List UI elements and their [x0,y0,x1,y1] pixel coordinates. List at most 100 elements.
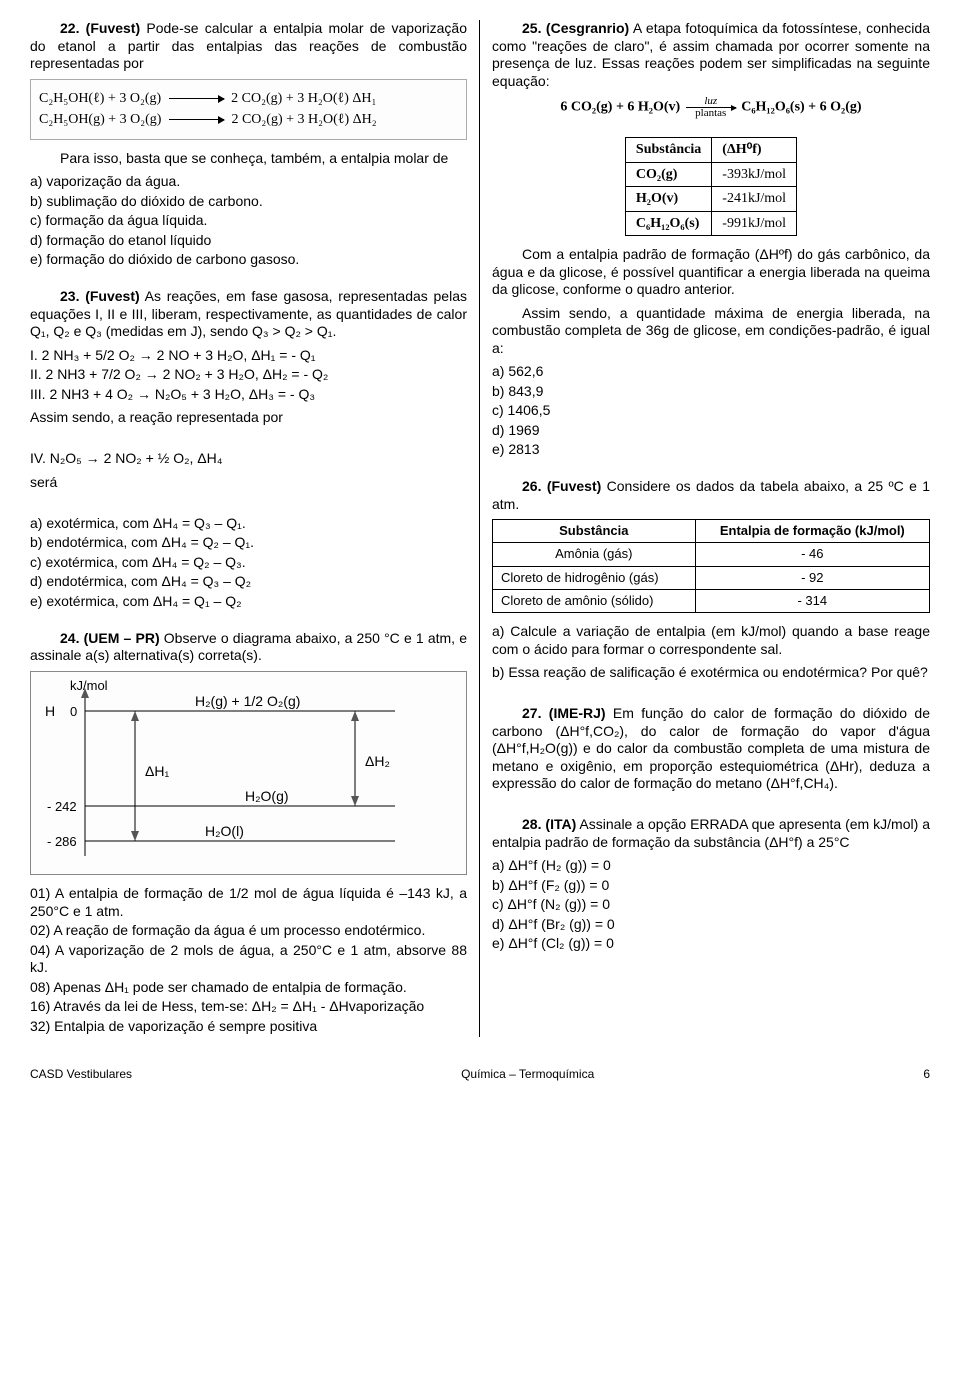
q25-equation: 6 CO₂(g) + 6 H₂O(v) luz plantas C₆H₁₂O₆(… [492,96,930,119]
q28-prompt: 28. (ITA) Assinale a opção ERRADA que ap… [492,816,930,851]
q25-r3c2: -991kJ/mol [712,211,797,236]
q23-r4: IV. N₂O₅ → 2 NO₂ + ½ O₂, ΔH₄ [30,450,467,468]
q24-o8: 08) Apenas ΔH₁ pode ser chamado de ental… [30,979,467,997]
q22-eq1-right: 2 CO₂(g) + 3 H₂O(ℓ) ΔH₁ [231,91,376,106]
q26-th1: Substância [493,520,696,543]
left-column: 22. (Fuvest) Pode-se calcular a entalpia… [30,20,480,1037]
q26-th2: Entalpia de formação (kJ/mol) [695,520,929,543]
q26-r1c1: Amônia (gás) [493,543,696,566]
q26-b: b) Essa reação de salificação é exotérmi… [492,664,930,682]
q26-a: a) Calcule a variação de entalpia (em kJ… [492,623,930,658]
q24-o32: 32) Entalpia de vaporização é sempre pos… [30,1018,467,1036]
q23-b: b) endotérmica, com ΔH₄ = Q₂ – Q₁. [30,534,467,552]
q23-options: a) exotérmica, com ΔH₄ = Q₃ – Q₁. b) end… [30,515,467,611]
q25-eq-left: 6 CO₂(g) + 6 H₂O(v) [560,100,680,115]
two-column-layout: 22. (Fuvest) Pode-se calcular a entalpia… [30,20,930,1037]
q25-options: a) 562,6 b) 843,9 c) 1406,5 d) 1969 e) 2… [492,363,930,459]
footer-right: 6 [923,1067,930,1082]
top-species: H₂(g) + 1/2 O₂(g) [195,693,300,709]
q26-r1c2: - 46 [695,543,929,566]
footer-left: CASD Vestibulares [30,1067,132,1082]
q22-prompt: 22. (Fuvest) Pode-se calcular a entalpia… [30,20,467,73]
q28-e: e) ΔH°f (Cl₂ (g)) = 0 [492,935,930,953]
q25-prompt: 25. (Cesgranrio) A etapa fotoquímica da … [492,20,930,90]
q25-r2c1: H₂O(v) [625,187,711,212]
arrow-icon [169,98,224,99]
q24-o16: 16) Através da lei de Hess, tem-se: ΔH₂ … [30,998,467,1016]
q26-r2c1: Cloreto de hidrogênio (gás) [493,566,696,589]
mid-species: H₂O(g) [245,788,289,804]
q28-a: a) ΔH°f (H₂ (g)) = 0 [492,857,930,875]
labeled-arrow-icon: luz plantas [686,96,736,119]
q25-a: a) 562,6 [492,363,930,381]
q23-c: c) exotérmica, com ΔH₄ = Q₂ – Q₃. [30,554,467,572]
q25-th1: Substância [625,138,711,163]
q26-r3c1: Cloreto de amônio (sólido) [493,589,696,612]
q28-options: a) ΔH°f (H₂ (g)) = 0 b) ΔH°f (F₂ (g)) = … [492,857,930,953]
q25-c: c) 1406,5 [492,402,930,420]
q25-th2: (ΔH⁰f) [712,138,797,163]
dH2: ΔH₂ [365,753,390,769]
bot-val: - 286 [47,834,77,849]
q23-reactions: I. 2 NH₃ + 5/2 O₂ → 2 NO + 3 H₂O, ΔH₁ = … [30,347,467,404]
q24-o4: 04) A vaporização de 2 mols de água, a 2… [30,942,467,977]
bot-species: H₂O(l) [205,823,244,839]
q23-r2: II. 2 NH3 + 7/2 O₂ → 2 NO₂ + 3 H₂O, ΔH₂ … [30,366,467,384]
q22-equations: C₂H₅OH(ℓ) + 3 O₂(g) 2 CO₂(g) + 3 H₂O(ℓ) … [30,79,467,140]
q25-r1c1: CO₂(g) [625,162,711,187]
q22-eq2-left: C₂H₅OH(g) + 3 O₂(g) [39,112,161,127]
q25-d: d) 1969 [492,422,930,440]
mid-val: - 242 [47,799,77,814]
q26-prompt: 26. (Fuvest) Considere os dados da tabel… [492,478,930,513]
q27-prompt: 27. (IME-RJ) Em função do calor de forma… [492,705,930,793]
dH1: ΔH₁ [145,763,169,779]
q22-c: c) formação da água líquida. [30,212,467,230]
q26-table: Substância Entalpia de formação (kJ/mol)… [492,519,930,613]
q24-o2: 02) A reação de formação da água é um pr… [30,922,467,940]
q28-b: b) ΔH°f (F₂ (g)) = 0 [492,877,930,895]
q25-table: Substância (ΔH⁰f) CO₂(g)-393kJ/mol H₂O(v… [625,137,797,236]
q23-d: d) endotérmica, com ΔH₄ = Q₃ – Q₂ [30,573,467,591]
page-footer: CASD Vestibulares Química – Termoquímica… [30,1067,930,1082]
q23-sera: será [30,474,467,492]
q22-options: a) vaporização da água. b) sublimação do… [30,173,467,269]
arrow-top: luz [704,96,717,107]
q22-mid: Para isso, basta que se conheça, também,… [30,150,467,168]
level0: 0 [70,704,77,719]
q23-a: a) exotérmica, com ΔH₄ = Q₃ – Q₁. [30,515,467,533]
q28-d: d) ΔH°f (Br₂ (g)) = 0 [492,916,930,934]
q23-e: e) exotérmica, com ΔH₄ = Q₁ – Q₂ [30,593,467,611]
q22-a: a) vaporização da água. [30,173,467,191]
q25-p2b: Assim sendo, a quantidade máxima de ener… [492,305,930,358]
q22-e: e) formação do dióxido de carbono gasoso… [30,251,467,269]
q24-diagram: kJ/mol H 0 H₂(g) + 1/2 O₂(g) ΔH₁ ΔH₂ - 2… [30,671,467,876]
q23-r1: I. 2 NH₃ + 5/2 O₂ → 2 NO + 3 H₂O, ΔH₁ = … [30,347,467,365]
q23-r3: III. 2 NH3 + 4 O₂ → N₂O₅ + 3 H₂O, ΔH₃ = … [30,386,467,404]
q25-r3c1: C₆H₁₂O₆(s) [625,211,711,236]
q22-eq1-left: C₂H₅OH(ℓ) + 3 O₂(g) [39,91,161,106]
q24-prompt: 24. (UEM – PR) Observe o diagrama abaixo… [30,630,467,665]
q22-eq2-right: 2 CO₂(g) + 3 H₂O(ℓ) ΔH₂ [231,112,376,127]
q28-c: c) ΔH°f (N₂ (g)) = 0 [492,896,930,914]
q25-b: b) 843,9 [492,383,930,401]
q23-prompt: 23. (Fuvest) As reações, em fase gasosa,… [30,288,467,341]
q26-r2c2: - 92 [695,566,929,589]
q22-d: d) formação do etanol líquido [30,232,467,250]
arrow-bot: plantas [695,108,726,119]
q25-r1c2: -393kJ/mol [712,162,797,187]
right-column: 25. (Cesgranrio) A etapa fotoquímica da … [480,20,930,1037]
q22-eq2: C₂H₅OH(g) + 3 O₂(g) 2 CO₂(g) + 3 H₂O(ℓ) … [39,111,458,129]
q24-o1: 01) A entalpia de formação de 1/2 mol de… [30,885,467,920]
q25-e: e) 2813 [492,441,930,459]
footer-center: Química – Termoquímica [461,1067,594,1082]
H-label: H [45,703,55,719]
q25-eq-right: C₆H₁₂O₆(s) + 6 O₂(g) [741,100,861,115]
q25-p2a: Com a entalpia padrão de formação (ΔHºf)… [492,246,930,299]
yaxis-label: kJ/mol [70,678,108,693]
q23-mid: Assim sendo, a reação representada por [30,409,467,427]
arrow-icon [169,119,224,120]
q26-r3c2: - 314 [695,589,929,612]
q22-b: b) sublimação do dióxido de carbono. [30,193,467,211]
q24-options: 01) A entalpia de formação de 1/2 mol de… [30,885,467,1035]
energy-diagram-svg: kJ/mol H 0 H₂(g) + 1/2 O₂(g) ΔH₁ ΔH₂ - 2… [35,676,405,866]
